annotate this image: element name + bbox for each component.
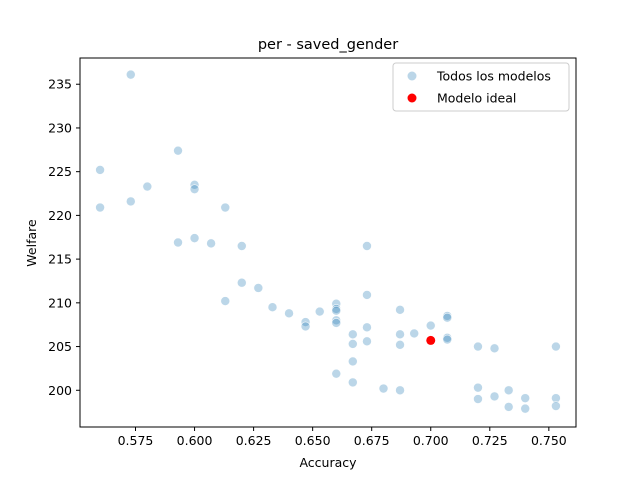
scatter-point: [551, 393, 561, 403]
scatter-point: [300, 321, 311, 332]
scatter-point: [347, 329, 358, 340]
scatter-point: [395, 305, 405, 315]
y-tick-label: 225: [48, 164, 72, 179]
scatter-point: [95, 165, 105, 175]
y-tick-label: 205: [48, 339, 72, 354]
scatter-point: [95, 202, 105, 213]
scatter-point: [395, 329, 405, 340]
scatter-point: [142, 181, 153, 192]
scatter-point: [267, 302, 278, 313]
y-tick-label: 235: [48, 77, 72, 92]
y-axis-label: Welfare: [24, 219, 39, 267]
tick-group: 0.575 0.600 0.625 0.650 0.675 0.700 0.725 0.750…: [48, 77, 567, 448]
x-tick-label: 0.675: [354, 433, 390, 448]
plot-frame: [79, 57, 577, 428]
legend-marker-ideal-model: [407, 93, 417, 103]
x-tick-label: 0.650: [295, 433, 331, 448]
y-tick-label: 220: [48, 208, 72, 223]
scatter-point: [347, 377, 358, 388]
scatter-point: [520, 393, 531, 403]
scatter-point: [347, 339, 358, 349]
x-axis-label: Accuracy: [299, 455, 357, 470]
x-tick-label: 0.750: [531, 433, 567, 448]
scatter-point: [331, 315, 342, 326]
scatter-point: [206, 238, 216, 249]
y-tick-label: 200: [48, 383, 72, 398]
scatter-point: [189, 233, 200, 243]
scatter-point: [173, 145, 183, 156]
scatter-point: [473, 341, 483, 352]
scatter-point: [236, 277, 247, 288]
y-tick-label: 215: [48, 252, 72, 267]
scatter-point: [425, 320, 436, 331]
scatter-point: [331, 305, 342, 316]
scatter-point: [125, 69, 136, 80]
points-group: [95, 69, 561, 414]
scatter-point: [236, 241, 247, 251]
scatter-point: [395, 340, 405, 350]
scatter-point: [125, 196, 136, 207]
x-tick-label: 0.575: [118, 433, 154, 448]
y-tick-label: 230: [48, 120, 72, 135]
scatter-point: [331, 298, 342, 309]
scatter-point: [489, 391, 500, 402]
scatter-point: [409, 328, 420, 339]
chart-title: per - saved_gender: [258, 37, 398, 53]
scatter-point: [503, 385, 514, 396]
legend-label-all-models: Todos los modelos: [436, 69, 551, 84]
scatter-point: [362, 290, 372, 300]
scatter-point: [473, 382, 483, 393]
scatter-point: [347, 356, 358, 367]
x-tick-label: 0.725: [472, 433, 508, 448]
x-tick-label: 0.600: [177, 433, 213, 448]
scatter-point: [395, 385, 405, 396]
scatter-point: [489, 343, 500, 354]
scatter-point: [331, 368, 342, 379]
legend-marker-all-models: [407, 71, 417, 81]
scatter-point: [220, 296, 231, 306]
scatter-point: [284, 308, 294, 319]
scatter-point: [473, 394, 483, 404]
scatter-point: [503, 402, 514, 412]
scatter-point: [520, 403, 531, 414]
scatter-point: [253, 283, 264, 293]
x-tick-label: 0.700: [413, 433, 449, 448]
scatter-point: [362, 336, 372, 347]
scatter-point: [551, 401, 561, 411]
ideal-model-point: [426, 335, 436, 345]
scatter-point: [173, 237, 183, 248]
scatter-point: [442, 334, 453, 345]
scatter-point: [442, 312, 453, 323]
x-tick-label: 0.625: [236, 433, 272, 448]
scatter-point: [362, 322, 372, 333]
scatter-point: [331, 318, 342, 328]
legend-box: [392, 62, 570, 112]
legend: Todos los modelos Modelo ideal: [392, 62, 570, 112]
y-tick-label: 210: [48, 295, 72, 310]
legend-label-ideal-model: Modelo ideal: [437, 91, 516, 106]
scatter-point: [378, 383, 389, 394]
scatter-point: [551, 341, 561, 352]
scatter-point: [362, 241, 372, 251]
scatter-point: [220, 202, 231, 213]
scatter-point: [314, 306, 325, 317]
scatter-point: [189, 184, 200, 194]
